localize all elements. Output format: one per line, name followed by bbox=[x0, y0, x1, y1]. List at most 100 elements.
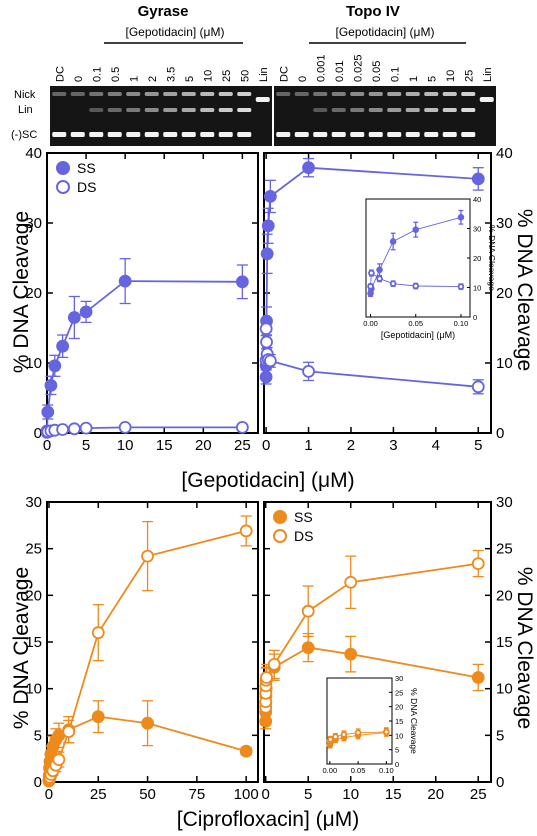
data-point bbox=[301, 604, 315, 618]
lane-label: 3.5 bbox=[165, 67, 177, 82]
x-tick-label: 0 bbox=[43, 437, 51, 454]
data-point bbox=[91, 626, 105, 640]
lane-label: Lin bbox=[258, 67, 270, 82]
gel-title-topo: Topo IV bbox=[346, 3, 400, 20]
y-tick-label: 0 bbox=[496, 774, 504, 791]
y-tick-label: 25 bbox=[25, 541, 42, 558]
data-point bbox=[235, 275, 249, 289]
lane-label: 50 bbox=[239, 70, 251, 82]
x-tick-label: 50 bbox=[139, 786, 156, 803]
gel-band-linear bbox=[237, 108, 252, 112]
x-tick-label: 10 bbox=[117, 437, 134, 454]
data-point bbox=[344, 647, 358, 661]
lane-label: 25 bbox=[463, 70, 475, 82]
band-label-nick: Nick bbox=[14, 89, 36, 101]
data-point bbox=[302, 161, 315, 175]
data-point bbox=[368, 269, 375, 277]
legend-marker bbox=[56, 161, 70, 175]
gel-title-gyrase: Gyrase bbox=[138, 3, 189, 20]
plot-frame bbox=[46, 152, 259, 434]
gel-image-topo bbox=[274, 86, 496, 146]
x-tick-label: 0 bbox=[45, 786, 53, 803]
gel-band-linear bbox=[331, 108, 346, 112]
y-tick-label: 10 bbox=[496, 355, 513, 372]
lane-label: 10 bbox=[202, 70, 214, 82]
lane-label: DC bbox=[54, 66, 66, 82]
y-tick-label: 20 bbox=[496, 285, 513, 302]
inset-x-label: [Gepotidacin] (μM) bbox=[381, 330, 455, 340]
x-axis-label-ciprofloxacin: [Ciprofloxacin] (μM) bbox=[177, 808, 359, 831]
lane-label: Lin bbox=[482, 67, 494, 82]
lane-label: 10 bbox=[445, 70, 457, 82]
gel-band-supercoiled bbox=[218, 132, 233, 137]
inset-y-tick-label: 30 bbox=[395, 674, 403, 683]
inset-y-tick-label: 25 bbox=[395, 688, 403, 697]
lane-label: 0.1 bbox=[389, 67, 401, 82]
gel-band-linear bbox=[405, 108, 420, 112]
data-point bbox=[367, 283, 374, 290]
gel-band-supercoiled bbox=[461, 132, 476, 137]
plot-frame bbox=[46, 501, 259, 783]
y-tick-label: 5 bbox=[496, 727, 504, 744]
data-point bbox=[332, 733, 339, 741]
data-point bbox=[79, 421, 93, 435]
data-point bbox=[91, 710, 105, 724]
gel-band-nick bbox=[368, 92, 383, 96]
lane-label: 1 bbox=[408, 76, 420, 82]
gel-band-supercoiled bbox=[89, 132, 104, 137]
gel-band-linear bbox=[255, 97, 270, 102]
y-axis-label-bottom-left: % DNA Cleavage bbox=[10, 567, 33, 729]
chart-gyrase-ciprofloxacin: 0 25 50 75 100 0 5 10 15 20 25 30 bbox=[25, 494, 259, 803]
band-label-lin: Lin bbox=[18, 104, 33, 116]
y-tick-label: 0 bbox=[496, 425, 504, 442]
data-point bbox=[471, 380, 485, 394]
legend-label: DS bbox=[294, 528, 313, 544]
gel-band-supercoiled bbox=[405, 132, 420, 137]
data-point bbox=[48, 359, 62, 373]
gel-band-nick bbox=[442, 92, 457, 96]
gel-band-supercoiled bbox=[350, 132, 365, 137]
gel-band-nick bbox=[89, 92, 104, 96]
lane-label: 0.01 bbox=[334, 61, 346, 82]
inset-frame bbox=[326, 677, 393, 765]
x-tick-label: 15 bbox=[385, 786, 402, 803]
inset-x-tick-label: 0.05 bbox=[351, 766, 366, 775]
data-point bbox=[118, 274, 132, 288]
y-tick-label: 5 bbox=[34, 727, 42, 744]
gel-band-nick bbox=[126, 92, 141, 96]
inset-y-tick-label: 0 bbox=[395, 760, 399, 769]
data-point bbox=[263, 189, 277, 203]
y-axis-label-top-right: % DNA Cleavage bbox=[513, 209, 536, 371]
gel-band-supercoiled bbox=[70, 132, 85, 137]
y-tick-label: 10 bbox=[25, 355, 42, 372]
data-point bbox=[457, 283, 465, 290]
inset-y-label: % DNA Cleavage bbox=[409, 688, 419, 754]
gel-band-nick bbox=[461, 92, 476, 96]
legend-label: SS bbox=[294, 509, 313, 525]
x-tick-label: 5 bbox=[82, 437, 90, 454]
y-axis-label-top-left: % DNA Cleavage bbox=[10, 211, 33, 373]
data-point bbox=[302, 364, 315, 378]
y-tick-label: 30 bbox=[496, 215, 513, 232]
inset-x-tick-label: 0.05 bbox=[408, 319, 423, 328]
gel-band-linear bbox=[107, 108, 122, 112]
data-point bbox=[344, 575, 358, 589]
data-point bbox=[263, 354, 277, 368]
inset-y-tick-label: 30 bbox=[473, 225, 481, 234]
inset-y-tick-label: 10 bbox=[395, 731, 403, 740]
gel-band-nick bbox=[70, 92, 85, 96]
data-point bbox=[327, 736, 334, 743]
gel-band-linear bbox=[424, 108, 439, 112]
gel-band-supercoiled bbox=[331, 132, 346, 137]
gel-band-supercoiled bbox=[424, 132, 439, 137]
y-tick-label: 10 bbox=[496, 681, 513, 698]
data-point bbox=[412, 282, 420, 290]
inset-y-label: % DNA Cleavage bbox=[487, 225, 497, 291]
gel-band-supercoiled bbox=[52, 132, 67, 137]
series-line bbox=[46, 280, 243, 431]
gel-band-linear bbox=[126, 108, 141, 112]
gel-band-nick bbox=[218, 92, 233, 96]
data-point bbox=[62, 725, 76, 738]
data-point bbox=[56, 339, 70, 353]
